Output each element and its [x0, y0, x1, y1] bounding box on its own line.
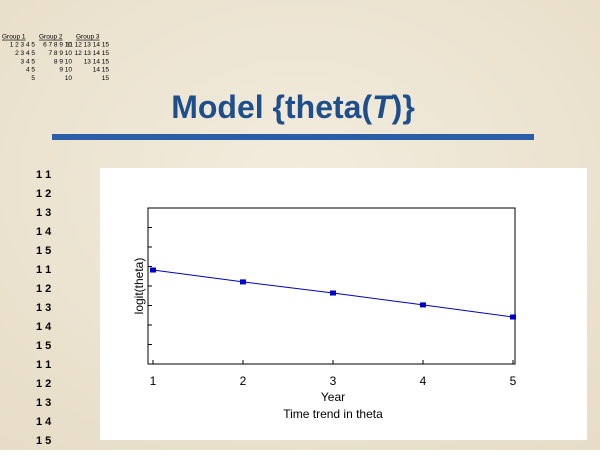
- group-row: 14 15: [93, 67, 110, 74]
- x-tick-label: 2: [240, 374, 247, 388]
- row-label: 1 4: [36, 416, 52, 428]
- group-row: 5: [31, 75, 35, 82]
- row-label: 1 3: [36, 207, 51, 219]
- x-tick-label: 4: [420, 374, 427, 388]
- group-row: 11 12 13 14 15: [66, 42, 109, 49]
- row-label: 1 4: [36, 321, 52, 333]
- point: [150, 267, 156, 273]
- title-part: Model {theta(: [171, 89, 372, 125]
- row-label: 1 2: [36, 283, 51, 295]
- group-row: 8 9 10: [54, 58, 72, 65]
- x-tick-label: 5: [510, 374, 517, 388]
- row-label: 1 5: [36, 435, 51, 447]
- title-part: T: [372, 89, 394, 125]
- point: [330, 290, 336, 296]
- group-row: 7 8 9 10: [49, 50, 73, 57]
- row-label: 1 3: [36, 302, 51, 314]
- title-part: )}: [392, 89, 415, 125]
- row-label: 1 4: [36, 226, 52, 238]
- chart-subtitle: Time trend in theta: [283, 407, 383, 421]
- group-row: 1 2 3 4 5: [10, 42, 36, 49]
- group-row: 3 4 5: [21, 58, 36, 65]
- row-label: 1 1: [36, 264, 51, 276]
- row-label: 1 2: [36, 378, 51, 390]
- group-row: 12 13 14 15: [75, 50, 110, 57]
- group-header: Group 2: [39, 34, 63, 41]
- row-label: 1 2: [36, 188, 51, 200]
- x-axis-label: Year: [321, 390, 345, 404]
- point: [240, 279, 246, 285]
- row-label: 1 1: [36, 169, 51, 181]
- x-tick-label: 3: [330, 374, 337, 388]
- point: [420, 302, 426, 308]
- title-rule: [52, 134, 534, 140]
- group-row: 2 3 4 5: [15, 50, 35, 57]
- group-row: 15: [102, 75, 110, 82]
- group-header: Group 1: [2, 34, 26, 41]
- row-label: 1 1: [36, 359, 51, 371]
- chart-panel: [100, 168, 587, 440]
- row-label: 1 3: [36, 397, 51, 409]
- group-row: 10: [65, 75, 73, 82]
- y-axis-label: logit(theta): [132, 258, 146, 315]
- point: [510, 314, 516, 320]
- row-label: 1 5: [36, 245, 51, 257]
- group-row: 9 10: [59, 67, 72, 74]
- slide-title: Model {theta(T)}: [171, 89, 415, 125]
- x-tick-label: 1: [150, 374, 157, 388]
- row-label: 1 5: [36, 340, 51, 352]
- group-row: 4 5: [26, 67, 35, 74]
- group-row: 13 14 15: [84, 58, 110, 65]
- group-row: 6 7 8 9 10: [43, 42, 72, 49]
- group-header: Group 3: [76, 34, 100, 41]
